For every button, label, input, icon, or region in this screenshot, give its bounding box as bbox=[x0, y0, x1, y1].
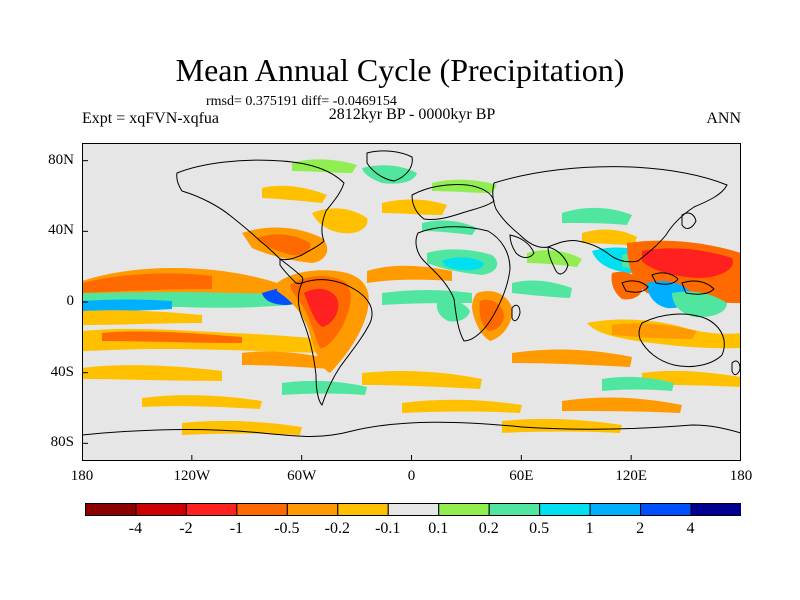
colorbar-box bbox=[539, 503, 591, 516]
period-text: 2812kyr BP - 0000kyr BP bbox=[328, 106, 496, 123]
colorbar-label: -0.5 bbox=[274, 520, 300, 537]
lat-label: 0 bbox=[66, 293, 75, 309]
colorbar-box bbox=[438, 503, 490, 516]
lat-label: 40S bbox=[50, 363, 74, 380]
axis-ticks bbox=[82, 160, 741, 461]
colorbar-label: 4 bbox=[686, 520, 695, 537]
lon-label: 0 bbox=[407, 468, 416, 484]
lon-label: 60W bbox=[287, 468, 317, 484]
lat-label: 40N bbox=[48, 222, 74, 239]
colorbar-label: 1 bbox=[585, 520, 594, 537]
lon-label: 60E bbox=[509, 468, 534, 484]
lon-label: 180 bbox=[729, 468, 753, 484]
coastlines bbox=[82, 150, 741, 437]
colorbar-label: 2 bbox=[636, 520, 645, 537]
colorbar-label: -1 bbox=[229, 520, 244, 537]
lon-label: 120W bbox=[173, 468, 211, 484]
colorbar-box bbox=[236, 503, 288, 516]
colorbar-label: 0.5 bbox=[529, 520, 550, 537]
colorbar-label: -2 bbox=[179, 520, 193, 537]
colorbar-boxes bbox=[85, 503, 741, 516]
colorbar-box bbox=[185, 503, 238, 516]
stats-text: rmsd= 0.375191 diff= -0.0469154 bbox=[206, 94, 397, 109]
experiment-label: Expt = xqFVN-xqfua bbox=[82, 110, 220, 127]
colorbar-box bbox=[286, 503, 339, 516]
lon-label: 120E bbox=[615, 468, 647, 484]
colorbar-box bbox=[640, 503, 692, 516]
colorbar-box bbox=[589, 503, 642, 516]
colorbar-box bbox=[387, 503, 440, 516]
colorbar-label: -4 bbox=[128, 520, 143, 537]
season-label: ANN bbox=[706, 110, 741, 127]
precipitation-map bbox=[82, 143, 741, 461]
colorbar-box bbox=[488, 503, 541, 516]
colorbar-label: -0.1 bbox=[375, 520, 401, 537]
colorbar-box bbox=[85, 503, 137, 516]
colorbar-label: 0.2 bbox=[478, 520, 499, 537]
colorbar-box bbox=[690, 503, 741, 516]
colorbar-label: 0.1 bbox=[428, 520, 449, 537]
colorbar-box bbox=[337, 503, 389, 516]
lon-label: 180 bbox=[70, 468, 94, 484]
plot-title: Mean Annual Cycle (Precipitation) bbox=[175, 52, 625, 88]
colorbar-box bbox=[135, 503, 187, 516]
lat-label: 80N bbox=[48, 151, 74, 168]
lat-label: 80S bbox=[50, 434, 74, 451]
colorbar bbox=[85, 503, 741, 516]
colorbar-label: -0.2 bbox=[324, 520, 350, 537]
anomaly-field bbox=[82, 159, 741, 435]
